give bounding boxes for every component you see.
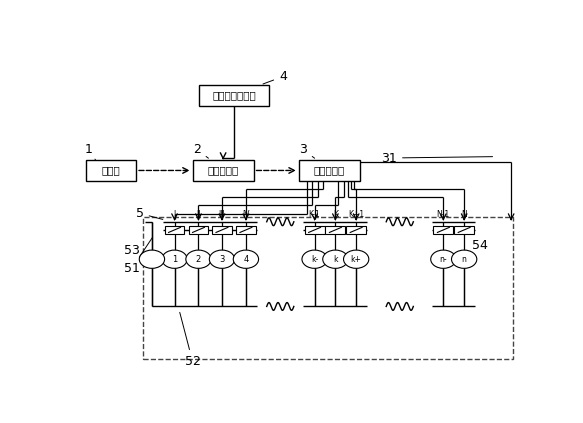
- Text: 编号器: 编号器: [102, 165, 121, 176]
- Circle shape: [451, 250, 477, 268]
- Circle shape: [186, 250, 211, 268]
- Text: k: k: [333, 255, 338, 264]
- Circle shape: [139, 250, 164, 268]
- Text: 51: 51: [124, 237, 153, 275]
- Text: 3: 3: [299, 143, 315, 158]
- Circle shape: [233, 250, 259, 268]
- Bar: [236, 225, 256, 234]
- Circle shape: [302, 250, 327, 268]
- Circle shape: [162, 250, 187, 268]
- Text: N: N: [461, 209, 467, 219]
- Text: III: III: [219, 209, 226, 219]
- Bar: [212, 225, 232, 234]
- Text: 1: 1: [172, 255, 177, 264]
- Text: 4: 4: [263, 70, 287, 84]
- Bar: [188, 225, 209, 234]
- Bar: [305, 225, 325, 234]
- Text: 31: 31: [381, 151, 493, 165]
- Bar: [164, 225, 184, 234]
- Text: 参数计算器: 参数计算器: [208, 165, 238, 176]
- Text: 5: 5: [136, 207, 163, 220]
- Bar: [433, 225, 454, 234]
- Text: N-1: N-1: [437, 209, 450, 219]
- Bar: [86, 160, 136, 181]
- Text: 3: 3: [219, 255, 224, 264]
- Text: 1: 1: [85, 143, 96, 160]
- Text: 52: 52: [180, 313, 201, 368]
- Text: k+: k+: [351, 255, 361, 264]
- Bar: [346, 225, 366, 234]
- Bar: [143, 217, 514, 359]
- Text: K+1: K+1: [348, 209, 364, 219]
- Text: 室外温度采集器: 室外温度采集器: [213, 91, 257, 101]
- Text: 2: 2: [193, 143, 209, 158]
- Text: 54: 54: [472, 231, 487, 253]
- Circle shape: [431, 250, 456, 268]
- Bar: [192, 160, 254, 181]
- Circle shape: [209, 250, 234, 268]
- Text: n-: n-: [440, 255, 447, 264]
- Bar: [325, 225, 345, 234]
- Bar: [199, 85, 269, 106]
- Bar: [454, 225, 474, 234]
- Text: k-: k-: [311, 255, 318, 264]
- Text: 2: 2: [196, 255, 201, 264]
- Circle shape: [343, 250, 369, 268]
- Text: IV: IV: [242, 209, 250, 219]
- Text: II: II: [196, 209, 201, 219]
- Text: K: K: [333, 209, 338, 219]
- Text: K-1: K-1: [309, 209, 321, 219]
- Text: 阀门管理器: 阀门管理器: [314, 165, 345, 176]
- Text: 4: 4: [243, 255, 248, 264]
- Bar: [299, 160, 360, 181]
- Text: n: n: [462, 255, 466, 264]
- Text: I: I: [173, 209, 175, 219]
- Circle shape: [323, 250, 348, 268]
- Text: 53: 53: [124, 244, 154, 257]
